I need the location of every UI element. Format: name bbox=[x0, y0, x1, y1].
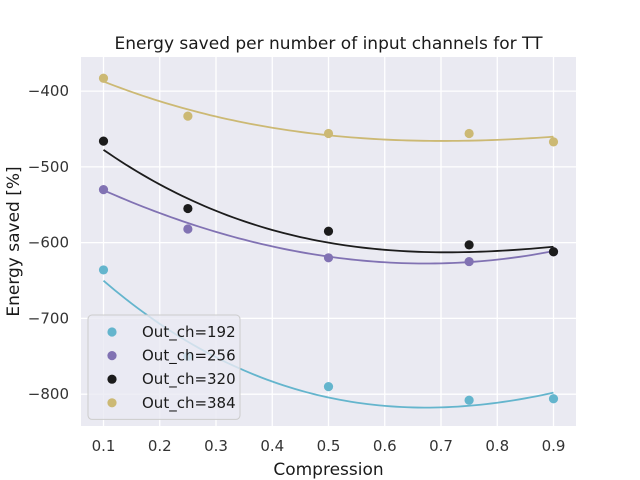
x-tick-label: 0.2 bbox=[148, 437, 172, 455]
legend-label: Out_ch=256 bbox=[142, 347, 236, 366]
data-point bbox=[323, 128, 334, 139]
x-tick-label: 0.6 bbox=[373, 437, 397, 455]
data-point bbox=[183, 203, 193, 214]
data-point bbox=[464, 256, 474, 267]
legend-label: Out_ch=192 bbox=[142, 323, 236, 342]
x-tick-label: 0.5 bbox=[317, 437, 341, 455]
data-point bbox=[323, 226, 334, 236]
data-point bbox=[464, 240, 474, 250]
y-tick-label: −400 bbox=[28, 82, 69, 100]
x-tick-label: 0.7 bbox=[429, 437, 453, 455]
legend-label: Out_ch=384 bbox=[142, 394, 236, 413]
data-point bbox=[98, 265, 109, 275]
x-tick-label: 0.3 bbox=[204, 437, 228, 455]
y-tick-labels: −800 −700 −600 −500 −400 bbox=[28, 82, 69, 403]
legend-marker bbox=[107, 327, 117, 337]
data-point bbox=[464, 128, 474, 139]
y-tick-label: −700 bbox=[28, 309, 69, 327]
data-point bbox=[548, 247, 559, 257]
legend-label: Out_ch=320 bbox=[142, 370, 236, 389]
legend-marker bbox=[107, 398, 117, 408]
x-tick-label: 0.4 bbox=[260, 437, 284, 455]
grid-lines bbox=[81, 57, 576, 426]
legend-box bbox=[87, 314, 241, 420]
y-tick-label: −500 bbox=[28, 158, 69, 176]
legend-marker bbox=[107, 374, 117, 384]
x-tick-label: 0.8 bbox=[485, 437, 509, 455]
y-tick-label: −600 bbox=[28, 234, 69, 252]
x-axis-label: Compression bbox=[273, 460, 383, 480]
data-point bbox=[183, 111, 193, 121]
data-point bbox=[323, 381, 334, 392]
data-point bbox=[548, 394, 559, 404]
y-axis-label: Energy saved [%] bbox=[4, 166, 24, 316]
fit-curve bbox=[102, 149, 554, 254]
data-point bbox=[98, 73, 109, 83]
legend-marker bbox=[107, 351, 117, 361]
x-tick-label: 0.9 bbox=[542, 437, 566, 455]
data-point bbox=[464, 395, 474, 405]
data-point bbox=[183, 224, 193, 234]
data-point bbox=[98, 136, 109, 146]
x-tick-labels: 0.1 0.2 0.3 0.4 0.5 0.6 0.7 0.8 0.9 bbox=[92, 437, 566, 455]
data-point bbox=[548, 137, 559, 147]
legend: Out_ch=192 Out_ch=256 Out_ch=320 Out_ch=384 bbox=[87, 314, 241, 420]
chart-title: Energy saved per number of input channel… bbox=[114, 34, 543, 54]
data-point bbox=[323, 253, 334, 263]
x-tick-label: 0.1 bbox=[92, 437, 116, 455]
y-tick-label: −800 bbox=[28, 385, 69, 403]
data-point bbox=[98, 184, 109, 195]
